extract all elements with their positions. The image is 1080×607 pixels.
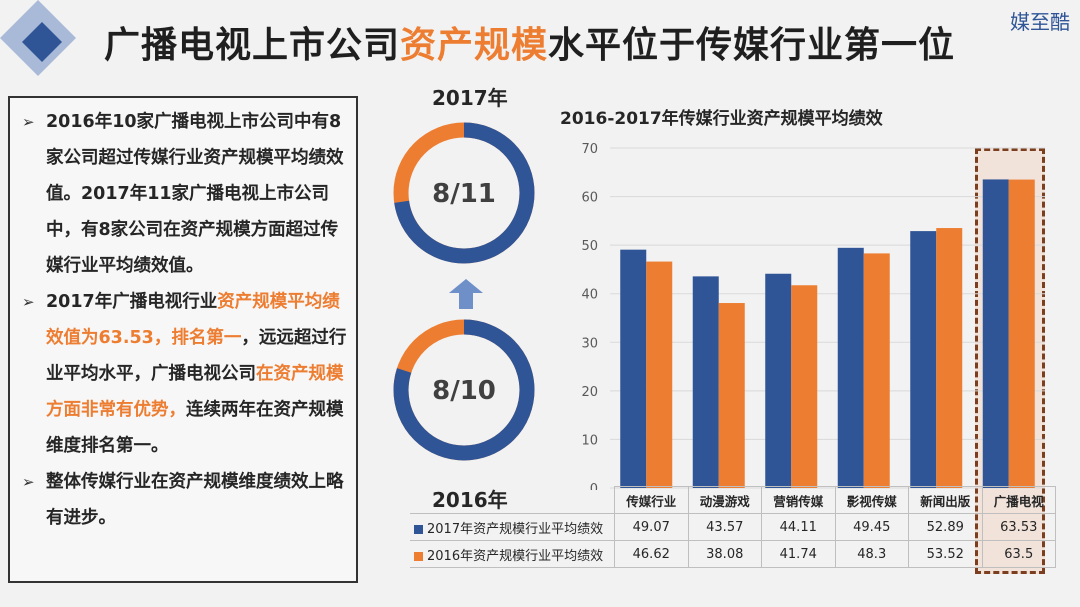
donut-2017: 8/11 [393,122,535,264]
bar-2016-1 [718,303,745,488]
table-cell: 49.45 [834,513,909,541]
y-tick-label: 30 [581,336,598,351]
donut-2017-ratio: 8/11 [432,179,496,209]
title-part1: 广播电视上市公司 [104,25,401,66]
bar-2016-2 [791,285,818,488]
title-highlight: 资产规模 [400,25,549,66]
y-tick-label: 20 [581,385,598,400]
up-arrow-icon [449,279,483,309]
donut-2016-main [393,319,535,461]
bar-2016-0 [646,261,673,488]
table-cell: 38.08 [687,540,762,568]
bullet-2-pre: 2017年广播电视行业 [46,292,218,312]
chart-title: 2016-2017年传媒行业资产规模平均绩效 [560,109,883,129]
x-tick-label: 新闻出版 [908,486,983,514]
y-tick-label: 60 [581,191,598,206]
bar-2016-4 [936,228,963,488]
series-legend-label: 2016年资产规模行业平均绩效 [410,540,615,568]
x-tick-label: 传媒行业 [614,486,689,514]
table-cell: 53.52 [908,540,983,568]
donut-2017-main [393,122,535,264]
series-legend-label: 2017年资产规模行业平均绩效 [410,513,615,541]
donut-2016-ratio: 8/10 [432,376,496,406]
bar-2017-0 [620,249,647,488]
x-tick-label: 营销传媒 [761,486,836,514]
bar-2017-3 [837,247,864,488]
x-tick-label: 广播电视 [981,486,1056,514]
table-cell: 48.3 [834,540,909,568]
bullet-2-post: 连续两年在资产规模维度排名第一。 [46,400,344,456]
bar-chart: 0 10 20 30 40 50 60 70 [581,142,1045,490]
page-title: 广播电视上市公司资产规模水平位于传媒行业第一位 [104,16,955,68]
table-header-row: 传媒行业 动漫游戏 营销传媒 影视传媒 新闻出版 广播电视 [410,486,1056,514]
table-row: 2016年资产规模行业平均绩效 46.62 38.08 41.74 48.3 53.52 6… [410,540,1056,568]
bullet-2-highlight-2: 在资产规模方面非常有优势， [46,364,344,420]
summary-textbox: ➢ 2016年10家广播电视上市公司中有8家公司超过传媒行业资产规模平均绩效值。2… [8,96,358,583]
bullet-3: ➢ 整体传媒行业在资产规模维度绩效上略有进步。 [22,464,348,536]
bullet-1: ➢ 2016年10家广播电视上市公司中有8家公司超过传媒行业资产规模平均绩效值。2… [22,104,348,284]
table-cell: 52.89 [908,513,983,541]
bullet-2-mid: ，远远超过行业平均水平，广播电视公司 [46,328,347,384]
logo-diamond-icon [0,0,76,76]
y-tick-label: 50 [581,239,598,254]
table-cell: 43.57 [687,513,762,541]
x-tick-label: 影视传媒 [834,486,909,514]
donut-top-year: 2017年 [432,86,508,110]
bar-2016-5 [1008,179,1035,489]
title-part2: 水平位于传媒行业第一位 [548,25,956,66]
x-tick-label: 动漫游戏 [687,486,762,514]
bar-2017-5 [982,179,1009,488]
bar-2017-2 [765,273,792,488]
watermark: 媒至酷 [1010,10,1070,34]
bullet-arrow-icon: ➢ [22,473,35,491]
table-cell: 63.53 [981,513,1056,541]
table-cell: 49.07 [614,513,689,541]
y-tick-label: 40 [581,288,598,303]
bullet-arrow-icon: ➢ [22,113,35,131]
bar-2017-1 [692,276,719,488]
y-tick-label: 10 [581,433,598,448]
donut-bottom-year: 2016年 [432,488,508,512]
bullet-2-highlight-1: 资产规模平均绩效值为63.53，排名第一 [46,292,340,348]
legend-swatch [414,524,423,534]
table-cell: 44.11 [761,513,836,541]
bullet-arrow-icon: ➢ [22,293,35,311]
table-corner [410,487,615,514]
table-row: 2017年资产规模行业平均绩效 49.07 43.57 44.11 49.45 52.89… [410,513,1056,541]
legend-text: 2017年资产规模行业平均绩效 [427,521,604,537]
table-cell: 63.5 [981,540,1056,568]
table-cell: 41.74 [761,540,836,568]
table-cell: 46.62 [614,540,689,568]
bullet-3-text: 整体传媒行业在资产规模维度绩效上略有进步。 [46,472,344,528]
y-tick-label: 0 [590,482,598,490]
bar-2017-4 [910,231,937,488]
donut-2016: 8/10 [393,319,535,461]
y-tick-label: 70 [581,142,598,157]
bar-2016-3 [863,253,890,488]
legend-text: 2016年资产规模行业平均绩效 [427,548,604,564]
bullet-1-text: 2016年10家广播电视上市公司中有8家公司超过传媒行业资产规模平均绩效值。20… [46,112,344,276]
data-table: 传媒行业 动漫游戏 营销传媒 影视传媒 新闻出版 广播电视 2017年资产规模行业平均绩效… [410,486,1056,568]
legend-swatch [414,551,423,561]
bullet-2: ➢ 2017年广播电视行业资产规模平均绩效值为63.53，排名第一，远远超过行业平… [22,284,348,464]
